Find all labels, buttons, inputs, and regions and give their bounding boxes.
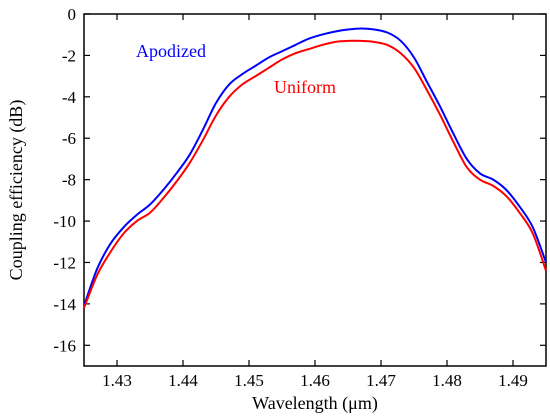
x-tick-label: 1.45 [234,371,264,390]
y-axis-title: Coupling efficiency (dB) [6,100,27,281]
plot-frame [83,13,547,367]
y-tick-label: -4 [62,88,77,107]
legend-labels: Apodized Uniform [136,41,336,97]
y-tick-label: -12 [53,253,76,272]
x-tick-label: 1.49 [498,371,528,390]
x-tick-label: 1.48 [432,371,462,390]
y-tick-label: -14 [53,295,76,314]
x-axis-title: Wavelength (μm) [252,393,378,414]
x-tick-label: 1.47 [366,371,396,390]
x-tick-label: 1.44 [168,371,198,390]
x-tick-label: 1.43 [102,371,132,390]
series-line-apodized [83,27,547,307]
series-label-apodized: Apodized [136,41,206,61]
y-tick-label: -16 [53,336,76,355]
ticks: 1.43 1.44 1.45 1.46 1.47 1.48 1.49 0 -2 -4 -6 -8 -10… [53,5,546,390]
y-tick-label: -10 [53,212,76,231]
series-lines [83,27,547,309]
y-tick-label: 0 [68,5,77,24]
x-tick-label: 1.46 [300,371,330,390]
series-line-uniform [83,39,547,309]
y-tick-label: -6 [62,129,76,148]
series-label-uniform: Uniform [274,77,336,97]
y-tick-label: -2 [62,46,76,65]
y-tick-label: -8 [62,171,76,190]
